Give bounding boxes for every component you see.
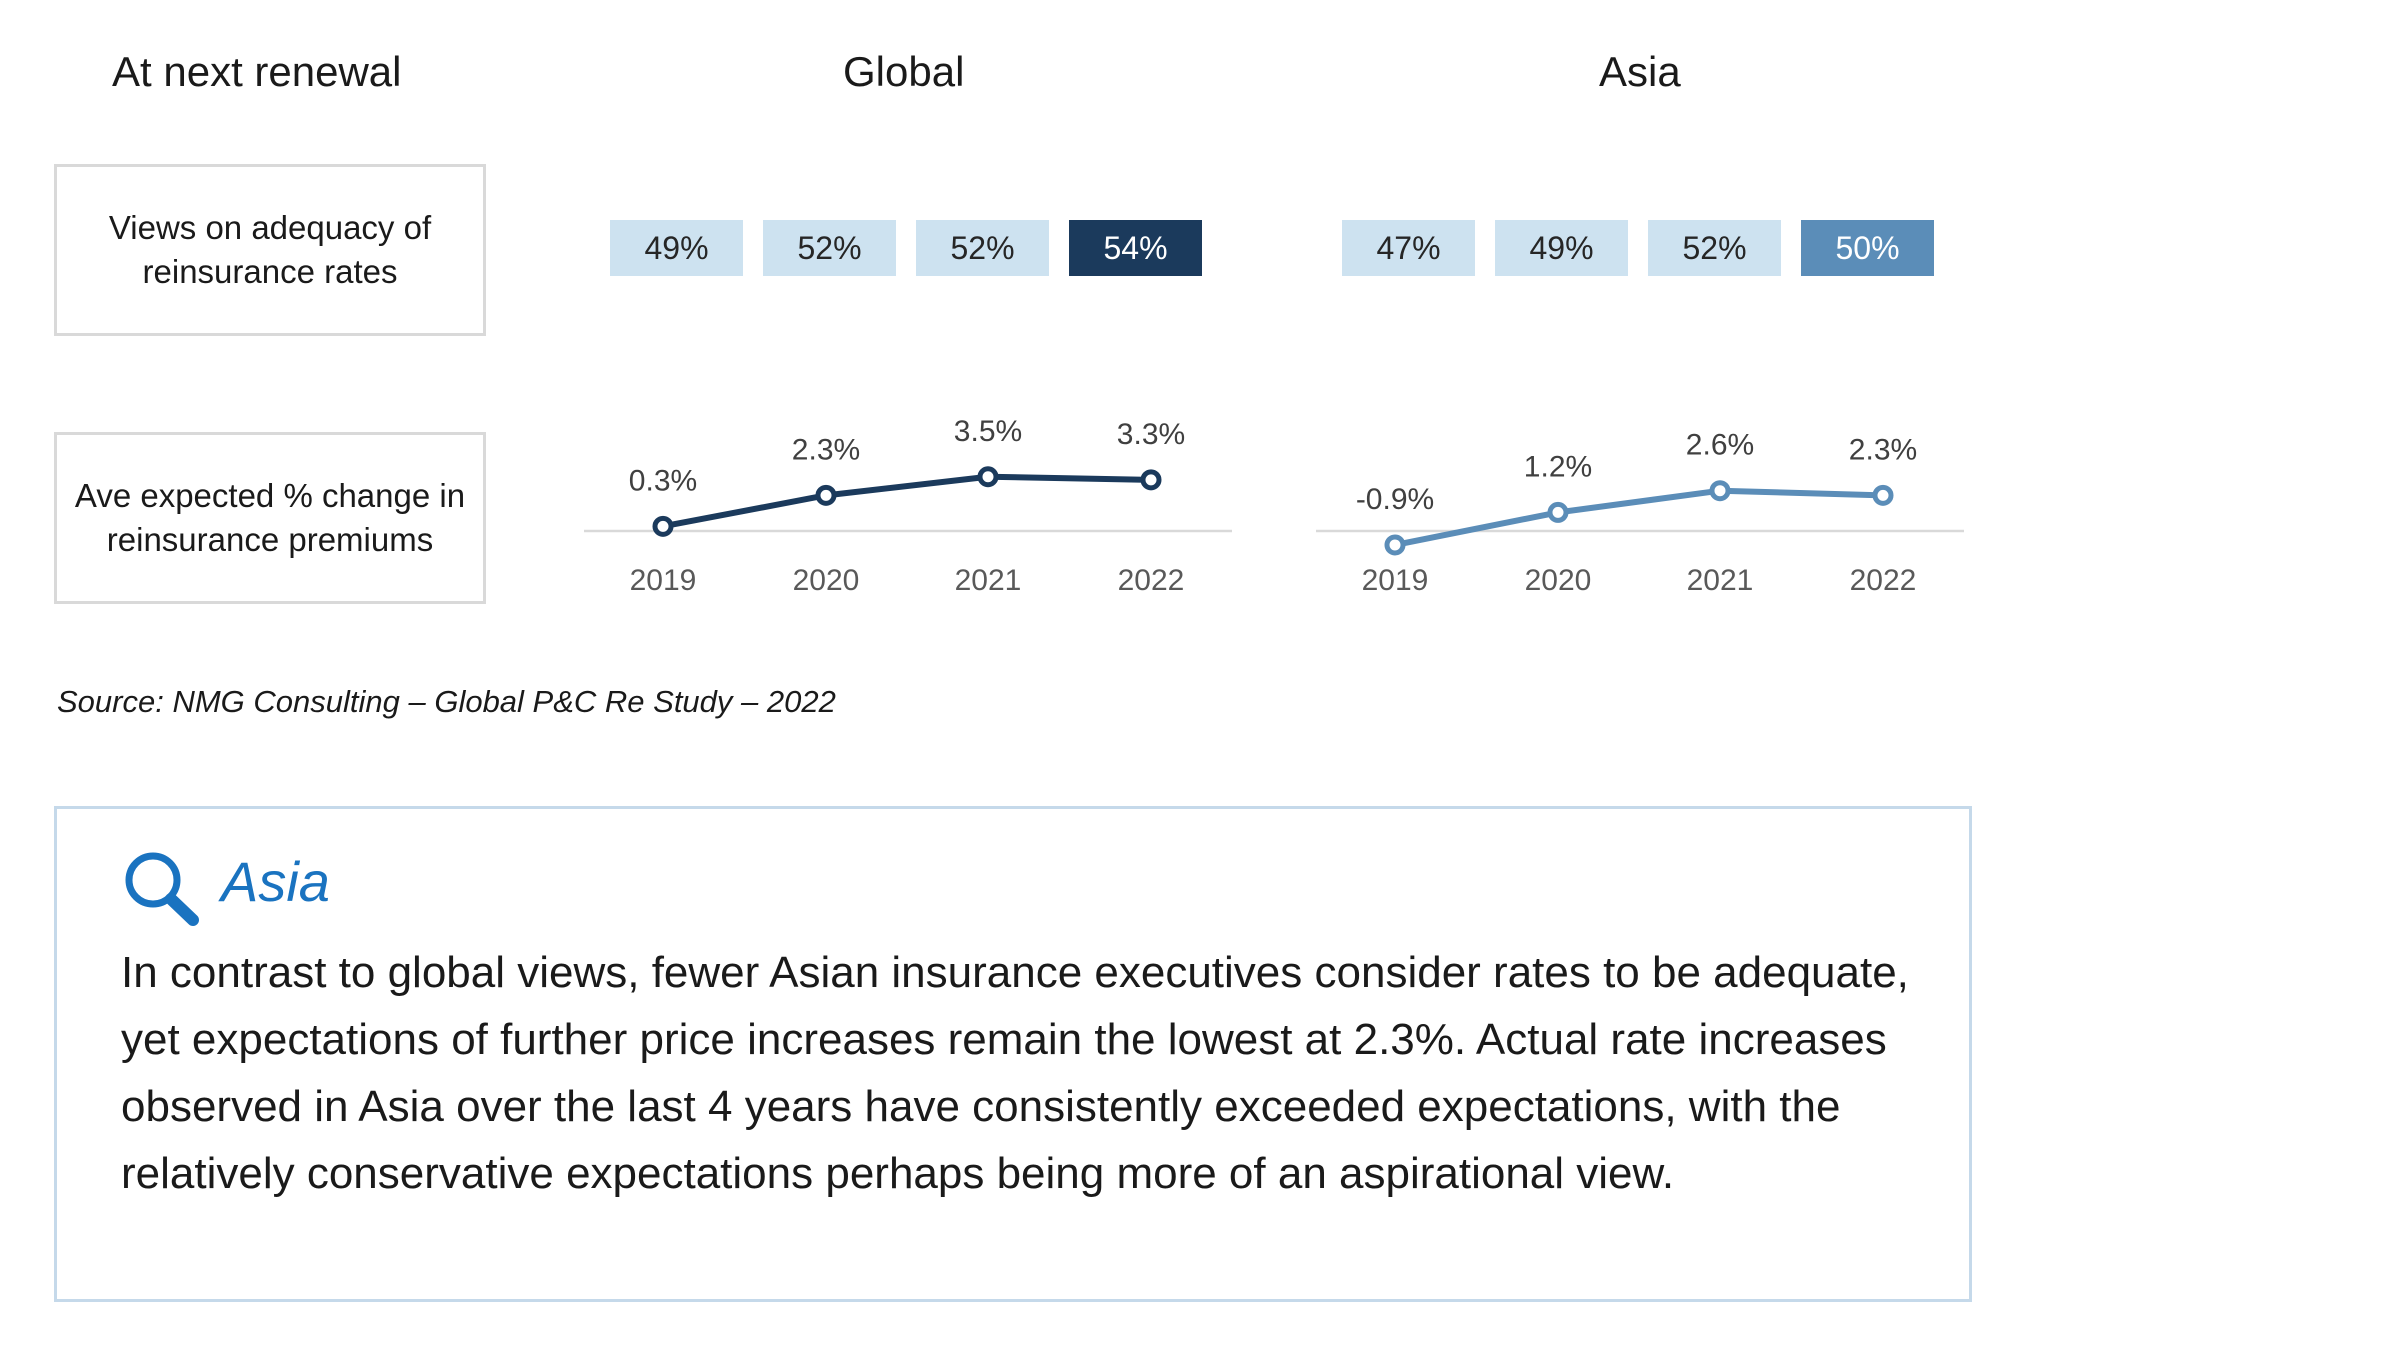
asia-data-label-2020: 1.2%: [1524, 450, 1592, 483]
global-point-2022: [1140, 469, 1162, 491]
asia-x-tick-2022: 2022: [1850, 564, 1917, 597]
asia-point-2022: [1872, 484, 1894, 506]
global-premium-line-chart: 0.3% 2019 2.3% 2020 3.5% 2021 3.3% 2022: [584, 415, 1232, 597]
global-data-label-2021: 3.5%: [954, 415, 1022, 448]
row-label-adequacy-text: Views on adequacy of reinsurance rates: [108, 209, 432, 290]
heading-asia: Asia: [1599, 48, 1681, 95]
asia-adequacy-tile-2019: 47%: [1342, 220, 1475, 276]
global-x-tick-2022: 2022: [1118, 564, 1185, 597]
asia-data-label-2022: 2.3%: [1849, 433, 1917, 466]
row-label-adequacy: Views on adequacy of reinsurance rates: [54, 164, 486, 336]
global-adequacy-tile-2022: 54%: [1069, 220, 1202, 276]
row-label-premiums-text: Ave expected % change in reinsurance pre…: [74, 477, 466, 558]
global-x-tick-2020: 2020: [793, 564, 860, 597]
asia-series-line: [1394, 487, 1884, 548]
insight-box: Asia In contrast to global views, fewer …: [54, 806, 1972, 1302]
global-x-tick-2019: 2019: [630, 564, 697, 597]
asia-adequacy-tile-2020: 49%: [1495, 220, 1628, 276]
asia-adequacy-tile-2022: 50%: [1801, 220, 1934, 276]
global-point-2019: [652, 515, 674, 537]
global-data-label-2020: 2.3%: [792, 433, 860, 466]
insight-body: In contrast to global views, fewer Asian…: [121, 948, 1909, 1198]
global-x-tick-2021: 2021: [955, 564, 1022, 597]
magnifier-icon: [125, 852, 199, 926]
global-data-label-2022: 3.3%: [1117, 418, 1185, 451]
global-adequacy-tile-2020: 52%: [763, 220, 896, 276]
asia-point-2020: [1547, 501, 1569, 523]
heading-global: Global: [843, 48, 965, 95]
global-point-2021: [977, 466, 999, 488]
heading-at-next-renewal: At next renewal: [112, 48, 402, 95]
asia-x-tick-2020: 2020: [1525, 564, 1592, 597]
row-label-premiums: Ave expected % change in reinsurance pre…: [54, 432, 486, 604]
global-series-line: [662, 473, 1152, 530]
asia-x-tick-2019: 2019: [1362, 564, 1429, 597]
asia-point-2019: [1384, 534, 1406, 556]
asia-data-label-2019: -0.9%: [1356, 483, 1434, 516]
source-note: Source: NMG Consulting – Global P&C Re S…: [57, 684, 836, 719]
asia-premium-line-chart: -0.9% 2019 1.2% 2020 2.6% 2021 2.3% 2022: [1316, 429, 1964, 597]
global-adequacy-tile-2021: 52%: [916, 220, 1049, 276]
global-data-label-2019: 0.3%: [629, 464, 697, 497]
insight-title: Asia: [221, 850, 330, 913]
asia-x-tick-2021: 2021: [1687, 564, 1754, 597]
asia-adequacy-tile-2021: 52%: [1648, 220, 1781, 276]
asia-data-label-2021: 2.6%: [1686, 429, 1754, 462]
global-adequacy-tile-2019: 49%: [610, 220, 743, 276]
asia-point-2021: [1709, 480, 1731, 502]
global-point-2020: [815, 484, 837, 506]
